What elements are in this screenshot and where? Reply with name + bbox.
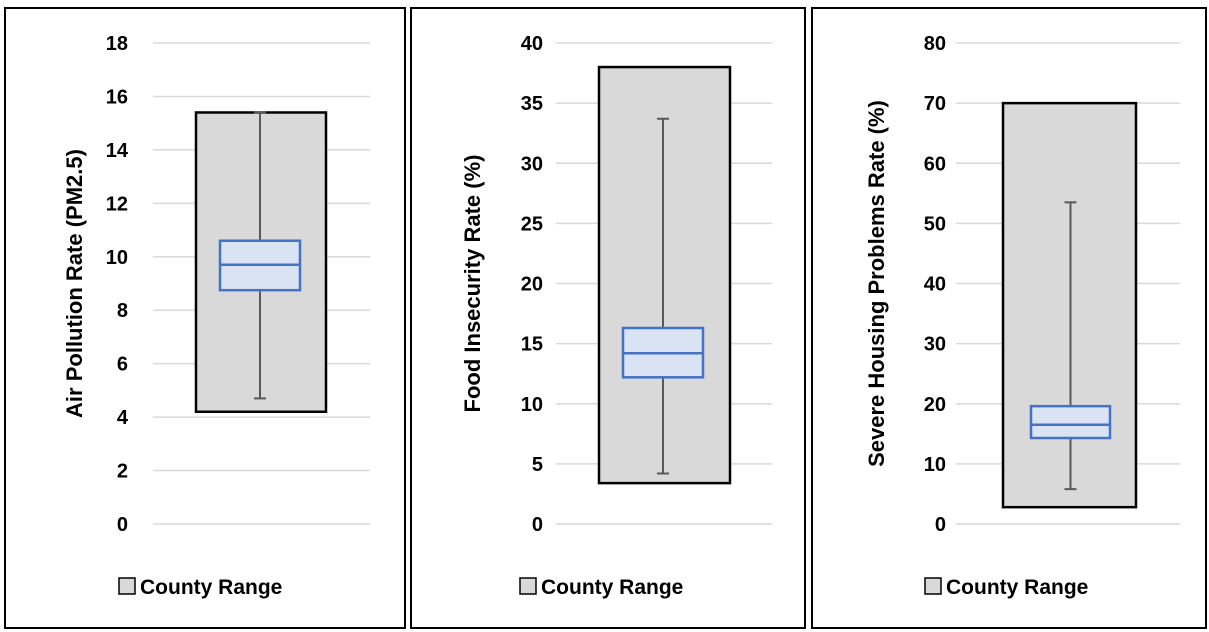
y-tick-label: 40 — [924, 274, 946, 296]
y-tick-label: 35 — [521, 93, 543, 115]
y-tick-label: 80 — [924, 33, 946, 55]
iqr-box — [1029, 404, 1112, 440]
legend-swatch — [118, 577, 136, 595]
chart-panel-severe-housing: 0 10 20 30 40 50 60 70 80 Severe Housing Problems… — [811, 7, 1207, 629]
y-tick-label: 0 — [935, 514, 946, 536]
y-tick-label: 2 — [117, 461, 128, 483]
y-tick-label: 70 — [924, 93, 946, 115]
chart-panel-air-pollution: 0 2 4 6 8 10 12 14 16 18 Air Pollution Rate (PM2.5… — [4, 7, 406, 629]
y-axis-title: Air Pollution Rate (PM2.5) — [62, 149, 87, 418]
county-range-bar — [597, 65, 732, 485]
y-tick-label: 6 — [117, 354, 128, 376]
y-tick-label: 30 — [924, 334, 946, 356]
y-tick-label: 20 — [924, 394, 946, 416]
y-tick-label: 8 — [117, 300, 128, 322]
chart-panel-food-insecurity: 0 5 10 15 20 25 30 35 40 Food Insecurity Rate (%)… — [410, 7, 806, 629]
legend-label: County Range — [541, 576, 683, 599]
legend-label: County Range — [946, 576, 1088, 599]
y-tick-label: 0 — [532, 514, 543, 536]
y-tick-label: 10 — [924, 454, 946, 476]
y-tick-label: 40 — [521, 33, 543, 55]
y-tick-label: 4 — [117, 407, 129, 429]
y-tick-label: 0 — [117, 514, 128, 536]
y-tick-label: 50 — [924, 213, 946, 235]
y-tick-label: 10 — [521, 394, 543, 416]
y-tick-label: 10 — [106, 247, 128, 269]
y-tick-label: 18 — [106, 33, 128, 55]
y-tick-label: 12 — [106, 193, 128, 215]
y-tick-label: 14 — [106, 140, 129, 162]
y-tick-label: 30 — [521, 153, 543, 175]
legend-swatch — [924, 577, 942, 595]
y-tick-label: 15 — [521, 334, 543, 356]
legend-swatch — [519, 577, 537, 595]
y-tick-label: 20 — [521, 274, 543, 296]
legend-label: County Range — [140, 576, 282, 599]
y-tick-label: 5 — [532, 454, 543, 476]
y-axis-title: Severe Housing Problems Rate (%) — [864, 100, 889, 467]
y-tick-label: 60 — [924, 153, 946, 175]
y-tick-label: 16 — [106, 86, 128, 108]
y-tick-label: 25 — [521, 213, 543, 235]
y-axis-title: Food Insecurity Rate (%) — [460, 155, 485, 413]
